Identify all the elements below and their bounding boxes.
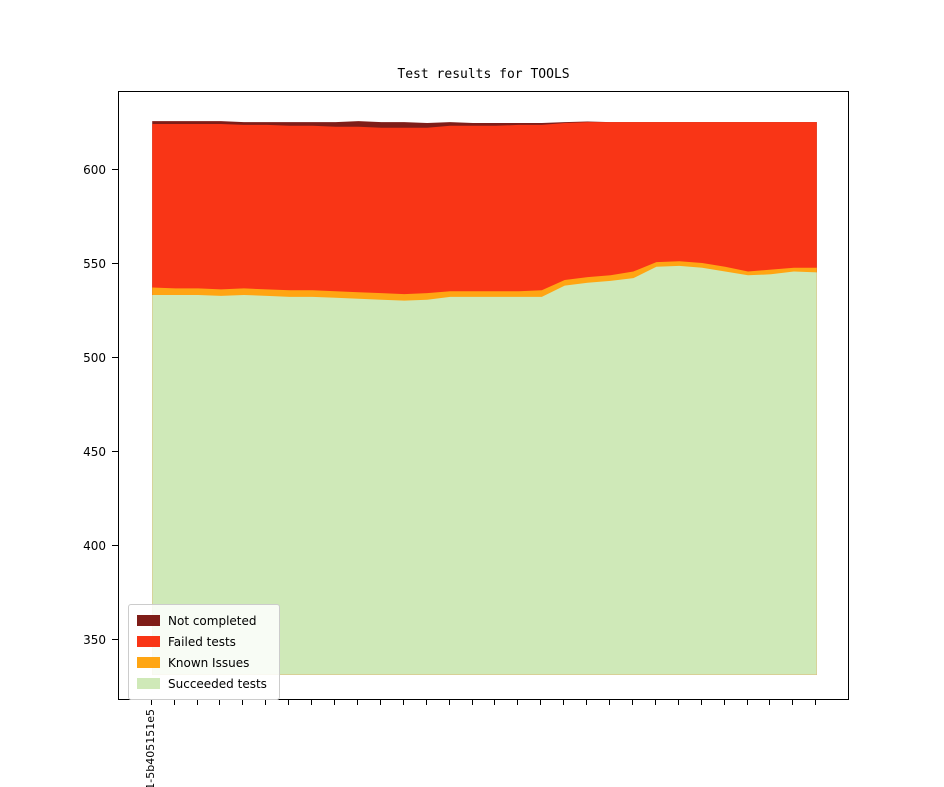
area-succeeded-tests bbox=[152, 265, 817, 675]
y-tick-mark bbox=[112, 545, 118, 547]
x-tick-mark bbox=[494, 700, 496, 705]
x-tick-mark bbox=[425, 700, 427, 705]
x-tick-mark bbox=[379, 700, 381, 705]
legend-swatch bbox=[137, 615, 160, 626]
legend-label: Not completed bbox=[168, 613, 257, 628]
y-tick-mark bbox=[112, 357, 118, 359]
x-tick-mark bbox=[517, 700, 519, 705]
legend-label: Succeeded tests bbox=[168, 676, 267, 691]
legend-label: Failed tests bbox=[168, 634, 236, 649]
x-tick-mark bbox=[609, 700, 611, 705]
x-tick-mark bbox=[815, 700, 817, 705]
x-tick-mark bbox=[150, 700, 152, 705]
legend-label: Known Issues bbox=[168, 655, 250, 670]
x-tick-mark bbox=[334, 700, 336, 705]
legend-item: Not completed bbox=[137, 610, 267, 631]
plot-area: Not completed Failed tests Known Issues Suc… bbox=[118, 91, 849, 700]
legend-item: Failed tests bbox=[137, 631, 267, 652]
stacked-area-chart bbox=[152, 121, 817, 675]
x-tick-mark bbox=[471, 700, 473, 705]
x-tick-mark bbox=[311, 700, 313, 705]
y-tick-label: 600 bbox=[83, 162, 106, 177]
y-tick-mark bbox=[112, 639, 118, 641]
x-tick-mark bbox=[769, 700, 771, 705]
x-tick-mark bbox=[792, 700, 794, 705]
x-tick-mark bbox=[540, 700, 542, 705]
legend-item: Succeeded tests bbox=[137, 673, 267, 694]
x-tick-mark bbox=[677, 700, 679, 705]
legend: Not completed Failed tests Known Issues Suc… bbox=[128, 604, 280, 700]
y-tick-mark bbox=[112, 263, 118, 265]
y-tick-label: 350 bbox=[83, 632, 106, 647]
x-tick-mark bbox=[196, 700, 198, 705]
x-tick-mark bbox=[219, 700, 221, 705]
x-tick-label: l1-5b405151e5 bbox=[144, 709, 158, 787]
x-tick-mark bbox=[723, 700, 725, 705]
x-tick-mark bbox=[288, 700, 290, 705]
legend-swatch bbox=[137, 657, 160, 668]
x-tick-mark bbox=[563, 700, 565, 705]
x-tick-mark bbox=[448, 700, 450, 705]
y-tick-label: 400 bbox=[83, 538, 106, 553]
x-tick-mark bbox=[402, 700, 404, 705]
x-tick-mark bbox=[631, 700, 633, 705]
x-tick-mark bbox=[746, 700, 748, 705]
y-tick-mark bbox=[112, 451, 118, 453]
x-tick-mark bbox=[356, 700, 358, 705]
x-tick-mark bbox=[700, 700, 702, 705]
legend-item: Known Issues bbox=[137, 652, 267, 673]
y-tick-label: 550 bbox=[83, 256, 106, 271]
x-tick-mark bbox=[242, 700, 244, 705]
chart-title: Test results for TOOLS bbox=[397, 67, 570, 82]
y-tick-mark bbox=[112, 169, 118, 171]
y-tick-label: 450 bbox=[83, 444, 106, 459]
x-tick-mark bbox=[265, 700, 267, 705]
x-tick-mark bbox=[173, 700, 175, 705]
legend-swatch bbox=[137, 636, 160, 647]
y-tick-label: 500 bbox=[83, 350, 106, 365]
x-tick-mark bbox=[586, 700, 588, 705]
x-tick-mark bbox=[654, 700, 656, 705]
legend-swatch bbox=[137, 678, 160, 689]
